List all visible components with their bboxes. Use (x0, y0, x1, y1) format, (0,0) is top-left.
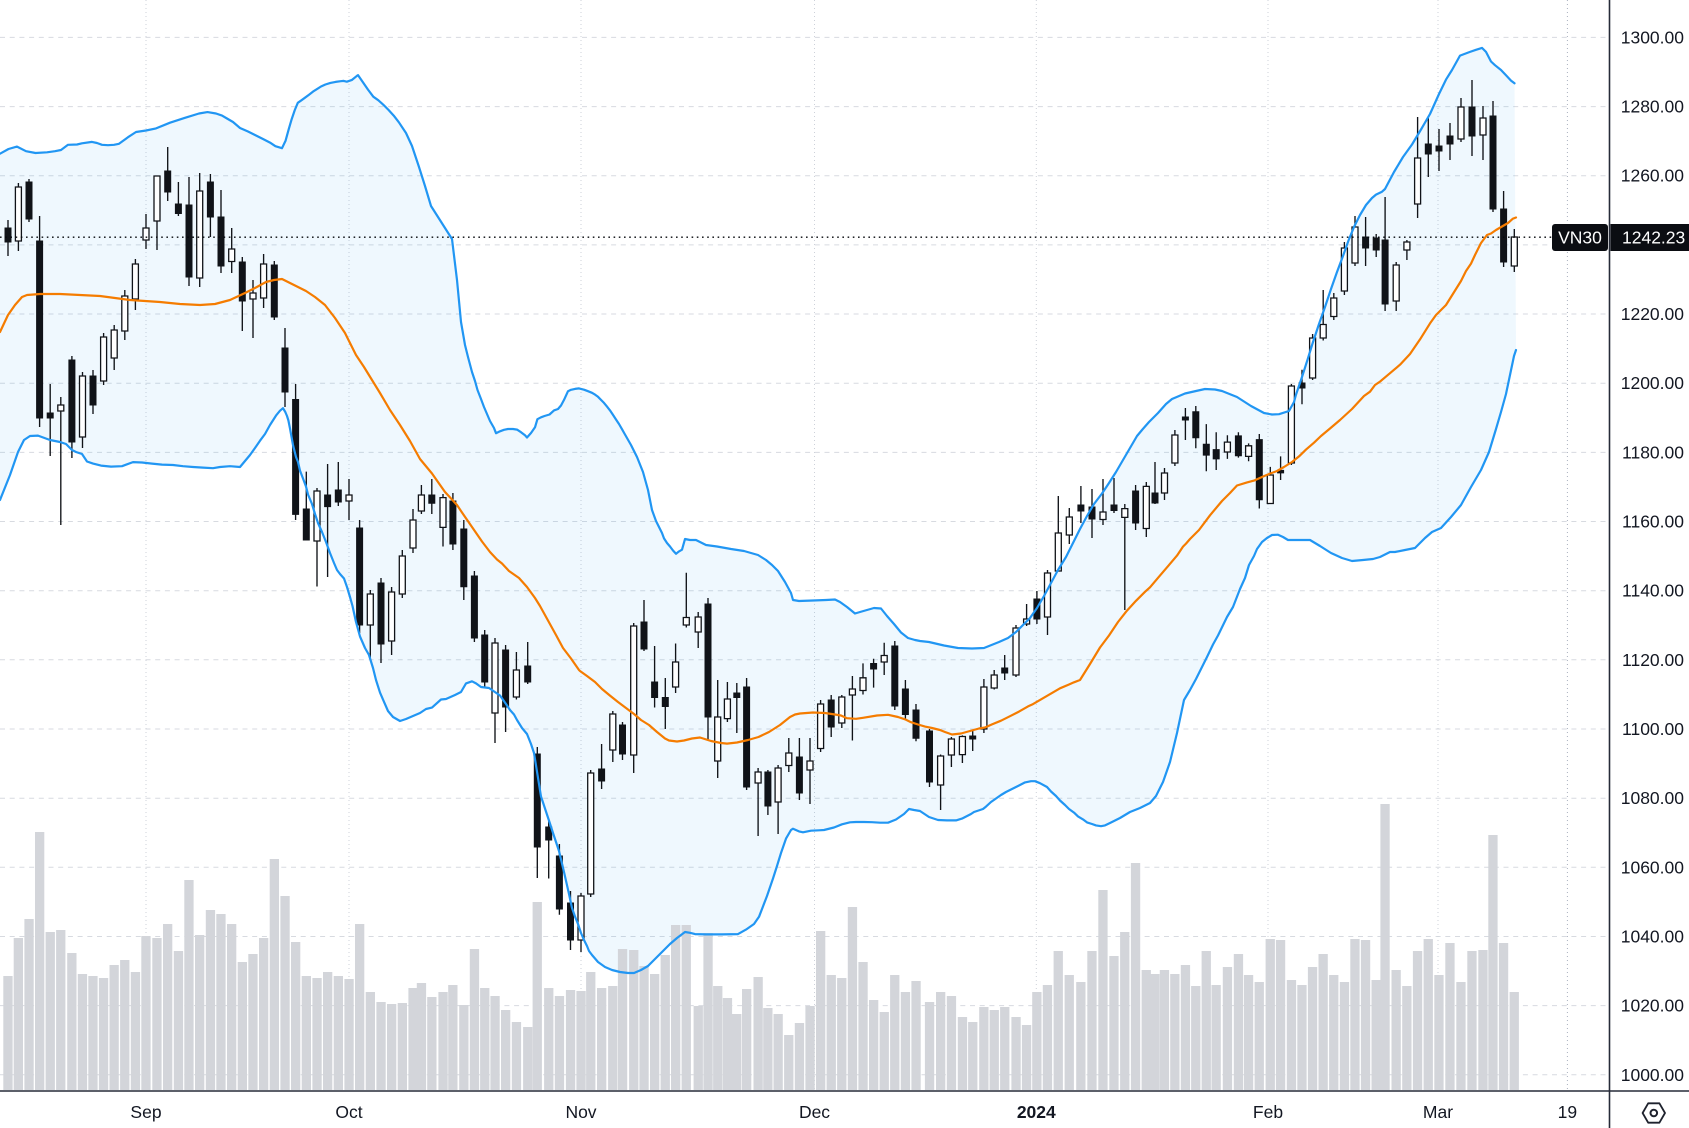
svg-text:1120.00: 1120.00 (1622, 650, 1684, 670)
svg-text:Mar: Mar (1423, 1102, 1453, 1122)
svg-text:1260.00: 1260.00 (1621, 166, 1685, 186)
svg-text:Dec: Dec (799, 1102, 830, 1122)
svg-text:1200.00: 1200.00 (1621, 373, 1685, 393)
svg-text:19: 19 (1558, 1102, 1577, 1122)
svg-text:1160.00: 1160.00 (1622, 512, 1684, 532)
svg-text:1220.00: 1220.00 (1621, 304, 1685, 324)
svg-text:1020.00: 1020.00 (1621, 996, 1685, 1016)
svg-text:1280.00: 1280.00 (1621, 97, 1685, 117)
svg-text:1140.00: 1140.00 (1622, 581, 1684, 601)
svg-text:1300.00: 1300.00 (1621, 27, 1685, 47)
svg-text:1060.00: 1060.00 (1621, 857, 1685, 877)
svg-text:Feb: Feb (1253, 1102, 1283, 1122)
svg-text:Nov: Nov (565, 1102, 596, 1122)
svg-text:1080.00: 1080.00 (1621, 788, 1685, 808)
svg-text:1100.00: 1100.00 (1622, 719, 1684, 739)
svg-text:1000.00: 1000.00 (1621, 1065, 1685, 1085)
svg-text:1242.23: 1242.23 (1622, 228, 1685, 248)
svg-text:1180.00: 1180.00 (1622, 442, 1684, 462)
svg-text:Sep: Sep (130, 1102, 161, 1122)
svg-text:VN30: VN30 (1558, 228, 1602, 248)
svg-text:1040.00: 1040.00 (1621, 927, 1685, 947)
svg-text:Oct: Oct (335, 1102, 362, 1122)
svg-text:2024: 2024 (1017, 1102, 1056, 1122)
